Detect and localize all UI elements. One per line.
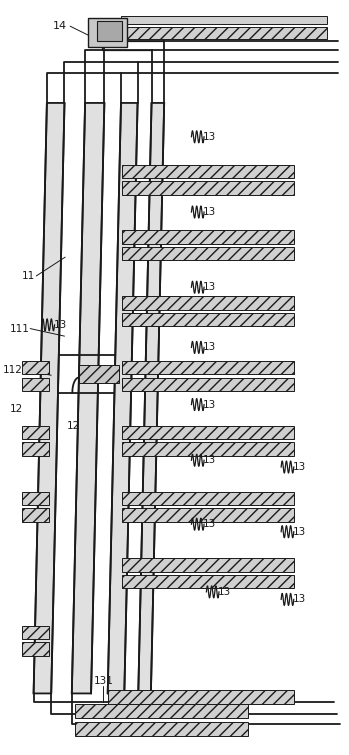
Bar [122,361,295,374]
Text: 13: 13 [203,282,216,292]
Text: 131: 131 [94,676,113,686]
Bar [22,508,49,522]
Bar [122,313,295,326]
Bar [22,626,49,639]
Text: 13: 13 [203,519,216,529]
Bar [122,296,295,310]
Text: 13: 13 [293,462,306,472]
Text: 13: 13 [203,399,216,409]
Bar [88,18,127,47]
Text: 13: 13 [203,132,216,142]
Text: 112: 112 [3,365,23,375]
Bar [122,426,295,439]
Text: 11: 11 [22,271,35,281]
Text: 13: 13 [293,594,306,605]
Text: 13: 13 [203,207,216,217]
Bar [22,426,49,439]
Polygon shape [72,103,104,693]
Bar [97,21,122,41]
Bar [122,508,295,522]
Bar [75,722,248,735]
Text: 13: 13 [203,343,216,353]
Text: 14: 14 [53,21,67,31]
Polygon shape [138,103,164,693]
Bar [22,442,49,456]
Bar [22,361,49,374]
Text: 13: 13 [218,587,231,597]
Bar [22,492,49,505]
Text: 12: 12 [67,421,80,431]
Bar [122,181,295,195]
Polygon shape [34,103,65,693]
Bar [22,643,49,656]
Text: 12: 12 [9,404,23,414]
Text: 111: 111 [9,324,29,334]
Bar [22,378,49,391]
Text: 13: 13 [293,527,306,537]
Bar [121,27,327,39]
Bar [108,690,294,704]
Bar [122,378,295,391]
Bar [122,165,295,178]
Bar [121,17,327,24]
Text: 13: 13 [53,320,67,330]
Text: 13: 13 [203,455,216,465]
Bar [122,247,295,260]
Bar [79,365,119,383]
Polygon shape [108,103,138,693]
Bar [122,575,295,588]
Bar [122,230,295,244]
Bar [122,558,295,572]
Bar [122,442,295,456]
Bar [75,704,248,717]
Bar [122,492,295,505]
